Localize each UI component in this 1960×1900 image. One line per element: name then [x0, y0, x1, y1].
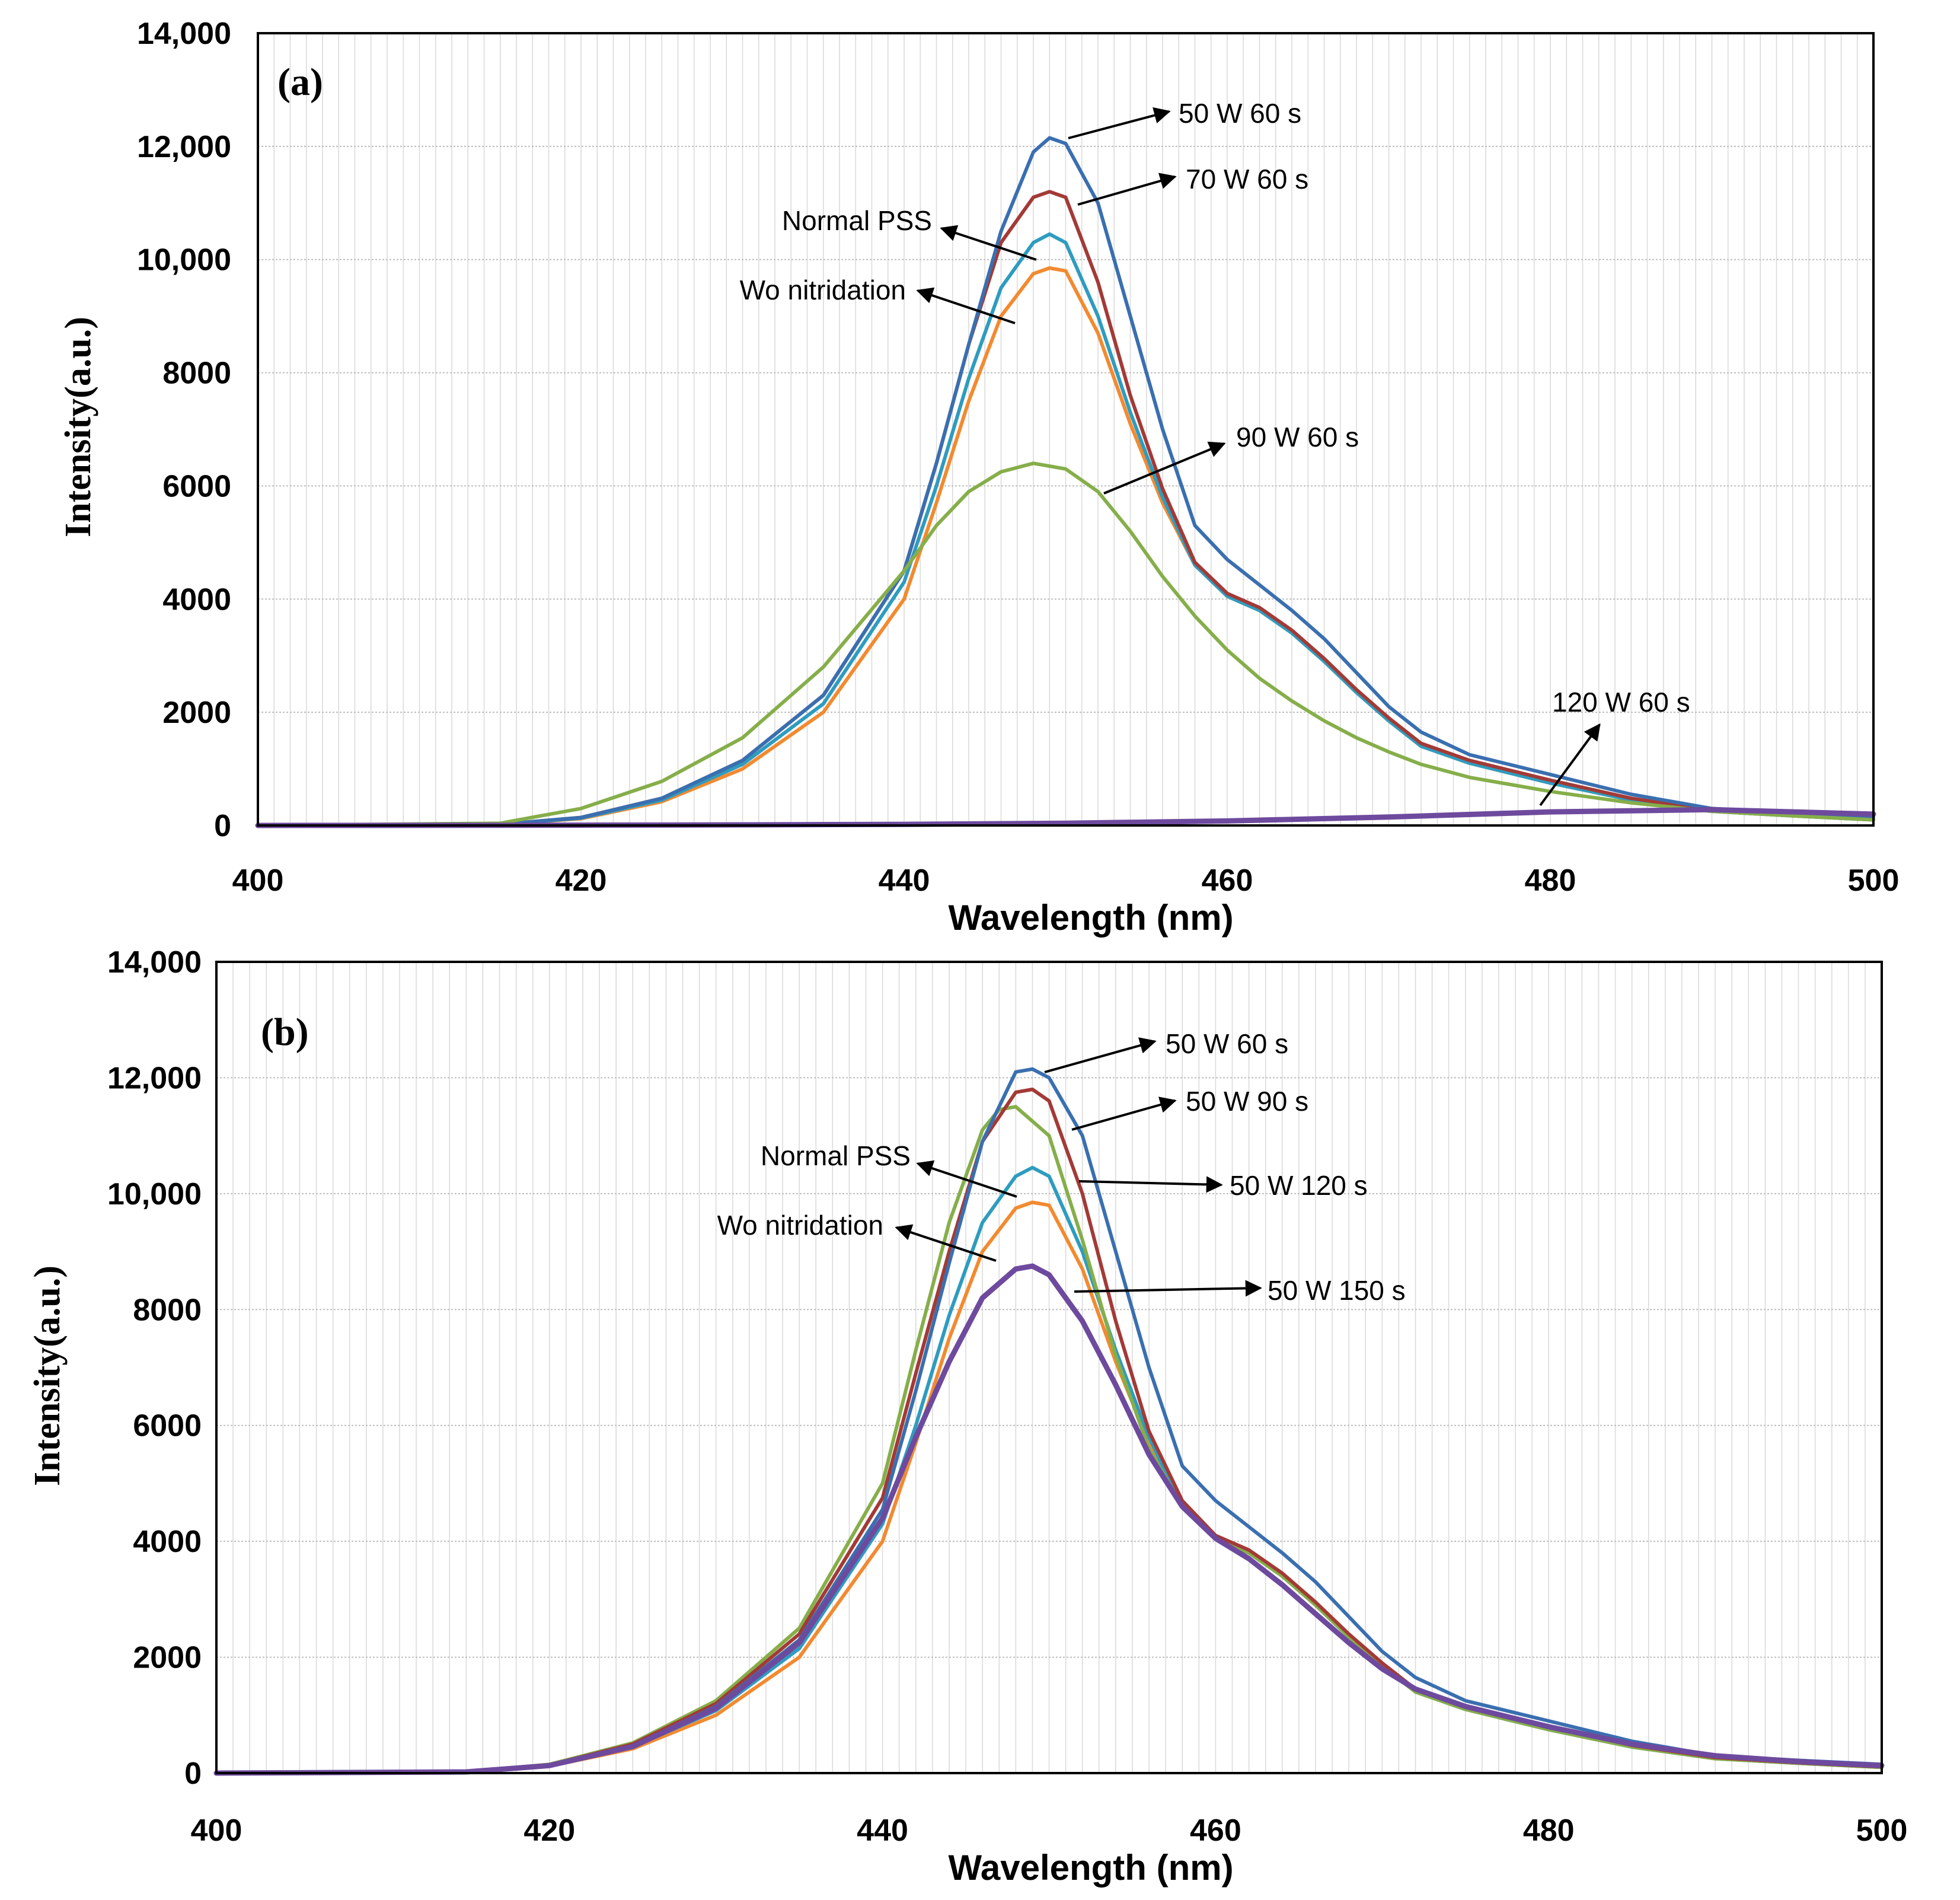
panel-label-b: (b) [261, 1010, 309, 1054]
annotations-b: 50 W 60 s 50 W 90 s Normal PSS 50 W 120 … [717, 1028, 1406, 1306]
y-tick-labels-a: 0 2000 4000 6000 8000 10,000 12,000 14,000 [137, 17, 231, 843]
y-axis-title-a: Intensity(a.u.) [58, 317, 98, 537]
x-tick-label-b: 440 [857, 1813, 908, 1848]
annotation-70w-60s: 70 W 60 s [1186, 164, 1308, 195]
annotation-arrow-50w-150s [1074, 1280, 1262, 1297]
y-tick-label-b: 14,000 [107, 945, 202, 980]
annotation-50w-60s-b: 50 W 60 s [1166, 1028, 1288, 1059]
series-line-90-w-60-s-a [256, 461, 1875, 827]
series-line-normal-pss-a [256, 232, 1875, 827]
x-tick-label-b: 400 [191, 1813, 242, 1848]
x-tick-label-a: 500 [1848, 863, 1900, 898]
y-tick-label-a: 14,000 [137, 17, 231, 51]
annotation-arrow-90w-60s [1103, 441, 1226, 495]
y-tick-label-b: 4000 [133, 1525, 202, 1559]
y-tick-label-a: 6000 [162, 469, 231, 503]
x-tick-label-a: 460 [1202, 863, 1253, 898]
annotation-wo-nitridation: Wo nitridation [740, 275, 906, 305]
annotation-arrow-wo-nitridation-b [895, 1224, 997, 1262]
annotations-a: 50 W 60 s 70 W 60 s Normal PSS Wo nitrid… [740, 98, 1690, 806]
annotation-arrow-normal-pss-b [916, 1160, 1017, 1198]
x-tick-label-b: 420 [523, 1813, 575, 1848]
y-axis-title-b: Intensity(a.u.) [27, 1265, 68, 1486]
annotation-90w-60s: 90 W 60 s [1236, 422, 1359, 452]
series-line-50-w-60-s-a [256, 136, 1875, 827]
y-tick-label-b: 8000 [133, 1293, 202, 1327]
series-group-b [213, 1067, 1885, 1776]
annotation-arrow-70w-60s [1077, 173, 1177, 206]
y-tick-label-a: 10,000 [137, 243, 231, 278]
y-tick-label-b: 6000 [133, 1409, 202, 1443]
annotation-arrow-50w-60s [1068, 107, 1171, 139]
x-tick-label-b: 480 [1523, 1813, 1575, 1848]
annotation-arrow-50w-120s [1078, 1176, 1223, 1193]
x-tick-label-a: 480 [1525, 863, 1576, 898]
annotation-arrow-120w-60s [1539, 723, 1601, 806]
x-tick-label-a: 400 [232, 863, 284, 898]
x-axis-title-b: Wavelength (nm) [948, 1848, 1233, 1888]
x-tick-label-b: 500 [1856, 1813, 1908, 1848]
annotation-normal-pss-b: Normal PSS [761, 1140, 911, 1171]
annotation-arrow-50w-60s-b [1044, 1037, 1157, 1073]
y-tick-label-b: 10,000 [107, 1177, 202, 1212]
annotation-wo-nitridation-b: Wo nitridation [717, 1210, 883, 1241]
annotation-normal-pss: Normal PSS [782, 205, 932, 236]
x-axis-title-a: Wavelength (nm) [948, 898, 1233, 938]
plot-frame-a [257, 32, 1875, 827]
y-tick-label-b: 12,000 [107, 1061, 202, 1095]
x-tick-label-a: 420 [556, 863, 607, 898]
y-tick-label-a: 0 [214, 809, 231, 843]
x-tick-labels-a: 400 420 440 460 480 500 [232, 863, 1900, 898]
y-tick-label-a: 12,000 [137, 130, 231, 164]
annotation-arrow-wo-nitridation [916, 287, 1016, 324]
series-line-50-w-120-s-b [215, 1105, 1884, 1775]
plot-frame-b [215, 961, 1883, 1774]
y-tick-label-b: 2000 [133, 1641, 202, 1675]
grid-b [216, 961, 1882, 1774]
annotation-50w-90s: 50 W 90 s [1186, 1086, 1308, 1117]
x-tick-label-a: 440 [879, 863, 930, 898]
y-tick-label-a: 4000 [162, 582, 231, 617]
grid-a [257, 33, 1874, 826]
annotation-50w-120s: 50 W 120 s [1230, 1170, 1368, 1201]
y-tick-label-a: 2000 [162, 696, 231, 730]
annotation-50w-150s: 50 W 150 s [1268, 1275, 1406, 1306]
y-tick-label-b: 0 [184, 1756, 202, 1791]
annotation-120w-60s: 120 W 60 s [1552, 687, 1690, 718]
panel-label-a: (a) [277, 60, 323, 104]
x-tick-labels-b: 400 420 440 460 480 500 [191, 1813, 1908, 1848]
series-line-50-w-150-s-b [213, 1263, 1885, 1776]
x-tick-label-b: 460 [1190, 1813, 1241, 1848]
annotation-arrow-50w-90s [1071, 1096, 1177, 1131]
y-tick-labels-b: 0 2000 4000 6000 8000 10,000 12,000 14,000 [107, 945, 202, 1791]
annotation-50w-60s: 50 W 60 s [1179, 98, 1301, 129]
annotation-arrow-normal-pss [940, 225, 1037, 261]
series-group-a [255, 136, 1876, 828]
y-tick-label-a: 8000 [162, 356, 231, 391]
